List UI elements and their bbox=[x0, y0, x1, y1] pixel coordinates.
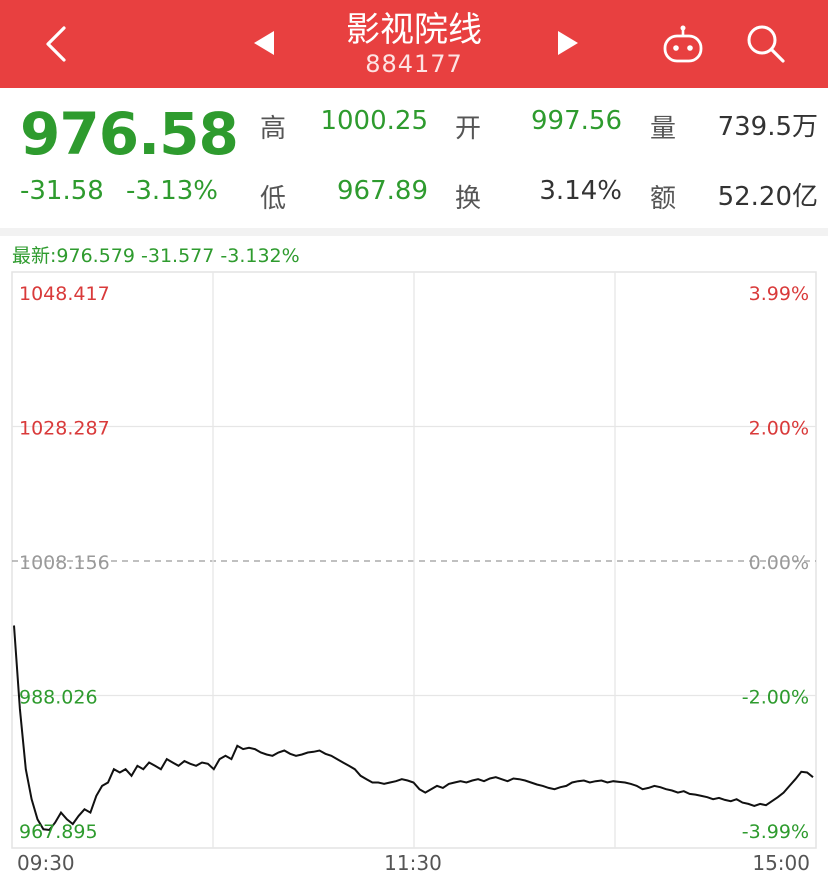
robot-icon bbox=[663, 25, 703, 63]
amount-value: 52.20亿 bbox=[717, 182, 818, 212]
left-axis-label: 1048.417 bbox=[19, 283, 110, 305]
open-label: 开 bbox=[455, 114, 482, 144]
quote-panel: 976.58 -31.58 -3.13% 高 1000.25 低 967.89 … bbox=[0, 88, 828, 228]
left-axis-label: 967.895 bbox=[19, 821, 98, 843]
price-line bbox=[13, 625, 814, 832]
low-value: 967.89 bbox=[337, 176, 428, 206]
assistant-button[interactable] bbox=[660, 24, 706, 66]
latest-quote-line: 最新:976.579 -31.577 -3.132% bbox=[12, 245, 300, 267]
triangle-right-icon bbox=[558, 31, 578, 55]
open-value: 997.56 bbox=[531, 106, 622, 136]
triangle-left-icon bbox=[254, 31, 274, 55]
previous-sector-button[interactable] bbox=[250, 26, 280, 60]
intraday-chart[interactable]: 1048.417 1028.287 1008.156 988.026 967.895 3… bbox=[0, 268, 828, 886]
low-label: 低 bbox=[260, 184, 287, 214]
price-line-layer bbox=[13, 625, 814, 832]
time-axis-label: 09:30 bbox=[17, 851, 75, 875]
price-change: -31.58 bbox=[20, 176, 104, 206]
turnover-value: 3.14% bbox=[539, 176, 622, 206]
high-value: 1000.25 bbox=[320, 106, 428, 136]
section-divider bbox=[0, 228, 828, 236]
chart-grid bbox=[12, 272, 816, 848]
turnover-label: 换 bbox=[455, 184, 482, 214]
left-axis-label: 1008.156 bbox=[19, 552, 110, 574]
left-axis-label: 988.026 bbox=[19, 686, 98, 708]
sector-code: 884177 bbox=[365, 50, 463, 78]
high-label: 高 bbox=[260, 114, 287, 144]
right-axis-label: 3.99% bbox=[749, 283, 809, 305]
price-change-percent: -3.13% bbox=[126, 176, 218, 206]
time-axis-ticks: 09:30 11:30 15:00 bbox=[17, 851, 810, 875]
left-axis-label: 1028.287 bbox=[19, 417, 110, 439]
current-price: 976.58 bbox=[20, 100, 239, 168]
next-sector-button[interactable] bbox=[552, 26, 582, 60]
time-axis-label: 15:00 bbox=[752, 851, 810, 875]
search-icon bbox=[747, 25, 785, 63]
right-axis-ticks: 3.99% 2.00% 0.00% -2.00% -3.99% bbox=[742, 283, 809, 843]
volume-label: 量 bbox=[650, 114, 677, 144]
right-axis-label: 0.00% bbox=[749, 552, 809, 574]
time-axis-label: 11:30 bbox=[384, 851, 442, 875]
top-bar: 影视院线 884177 bbox=[0, 0, 828, 88]
back-button[interactable] bbox=[38, 22, 78, 66]
page-title: 影视院线 bbox=[346, 10, 482, 50]
volume-value: 739.5万 bbox=[717, 112, 818, 142]
left-axis-ticks: 1048.417 1028.287 1008.156 988.026 967.895 bbox=[19, 283, 110, 843]
right-axis-label: -3.99% bbox=[742, 821, 809, 843]
search-button[interactable] bbox=[742, 20, 788, 66]
right-axis-label: -2.00% bbox=[742, 686, 809, 708]
right-axis-label: 2.00% bbox=[749, 417, 809, 439]
chevron-left-icon bbox=[46, 26, 66, 62]
amount-label: 额 bbox=[650, 184, 677, 214]
